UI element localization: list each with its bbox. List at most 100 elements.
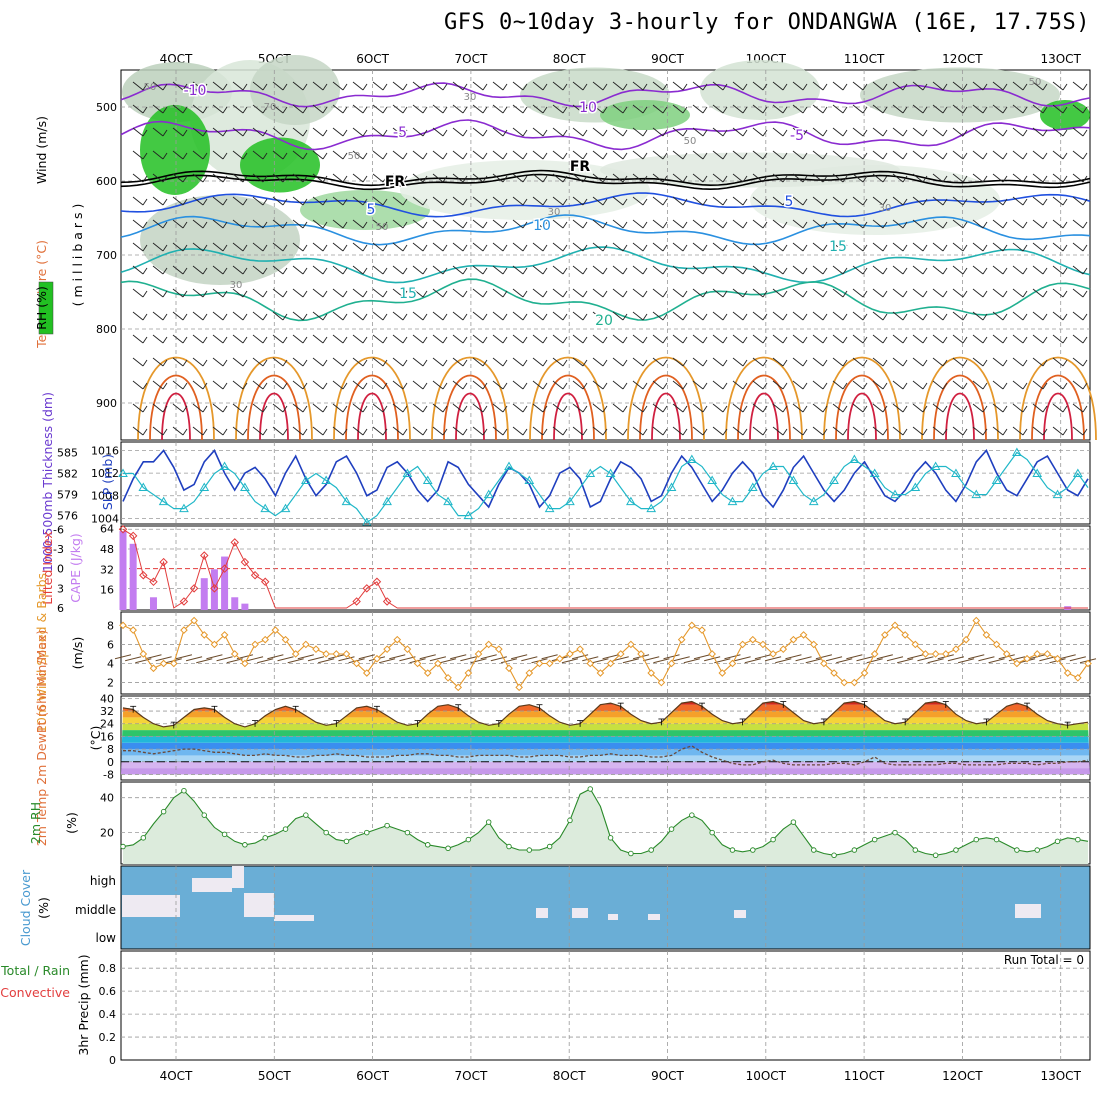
wind-barb <box>412 127 424 137</box>
wind-barb <box>212 242 224 252</box>
wind-barb <box>412 242 424 252</box>
wind10m-barb <box>673 656 690 662</box>
wind-barb <box>752 127 764 137</box>
wind-speed-point <box>1063 669 1072 677</box>
wind-barb <box>792 104 804 114</box>
wind-barb <box>552 219 564 229</box>
wind-barb-flag <box>1062 244 1068 252</box>
wind-barb-flag <box>702 152 708 160</box>
wind10m-barb <box>815 654 833 660</box>
wind-speed-point <box>738 640 747 649</box>
rh-point <box>465 836 472 843</box>
lifted-point <box>139 570 148 580</box>
wind-barb-flag <box>462 313 468 321</box>
wind-barb <box>532 81 544 91</box>
wind-barb-flag <box>242 106 248 114</box>
wind-barb-flag <box>942 83 948 91</box>
wind-barb <box>612 104 624 114</box>
wind-barb <box>912 127 924 137</box>
wind-barb-flag <box>582 405 588 413</box>
wind-barb-flag <box>582 267 588 275</box>
wind-barb-flag <box>962 336 968 344</box>
wind-barb-flag <box>782 198 788 206</box>
wind-barb <box>272 81 284 91</box>
wind-barb-flag <box>202 428 208 436</box>
wind-barb <box>932 150 944 160</box>
wind-barb-flag <box>1042 359 1048 367</box>
wind-barb <box>312 311 324 321</box>
wind-barb <box>152 288 164 298</box>
upper-air-grid <box>121 70 1090 440</box>
wind-barb <box>392 127 404 137</box>
rh-contour-label: 70 <box>264 102 277 113</box>
wind-barb-flag <box>1082 290 1088 298</box>
ylabel-wind10m-unit: (m/s) <box>70 637 85 670</box>
wind-barb-flag <box>602 382 608 390</box>
wind-barb <box>872 81 884 91</box>
wind10m-barb <box>683 658 700 664</box>
wind-barb-flag <box>502 106 508 114</box>
wind-barb-flag <box>942 405 948 413</box>
wind-barb-flag <box>242 290 248 298</box>
wind-barb <box>332 334 344 344</box>
wind-barb <box>732 104 744 114</box>
wind10m-barb <box>978 656 995 662</box>
isotherm-loop <box>737 374 791 441</box>
wind-barb-flag <box>282 152 288 160</box>
y-tick-label: 1008 <box>91 490 119 503</box>
isotherm-loop <box>749 392 779 441</box>
wind-barb-flag <box>502 428 508 436</box>
wind10m-barb <box>450 654 467 660</box>
wind-barb <box>352 334 364 344</box>
x-tick-label: 6OCT <box>356 52 389 66</box>
x-tick-label: 7OCT <box>455 1069 488 1083</box>
wind-barb <box>692 196 704 206</box>
wind-barb-flag <box>162 405 168 413</box>
wind-barb <box>132 150 144 160</box>
wind-barb <box>392 81 404 91</box>
wind-barb-flag <box>182 267 188 275</box>
wind-barb-flag <box>522 359 528 367</box>
wind-barb-flag <box>902 405 908 413</box>
wind-barb <box>832 311 844 321</box>
y-tick-label: 1016 <box>91 444 119 457</box>
lifted-point <box>128 531 138 541</box>
wind-barb <box>292 104 304 114</box>
wind-barb <box>192 311 204 321</box>
thickness-point <box>1012 447 1022 457</box>
wind-marks <box>114 616 1097 692</box>
wind-barb <box>252 150 264 160</box>
wind-barb <box>932 81 944 91</box>
wind-barb <box>492 334 504 344</box>
wind-barb-flag <box>162 221 168 229</box>
thickness-point <box>829 475 839 485</box>
wind-barb-flag <box>362 313 368 321</box>
wind-barb-flag <box>202 336 208 344</box>
wind-barb-flag <box>502 198 508 206</box>
wind-grid <box>121 612 1090 694</box>
wind-barb <box>1072 219 1084 229</box>
wind-barb-flag <box>842 198 848 206</box>
wind-barb <box>812 242 824 252</box>
wind-barb-flag <box>782 336 788 344</box>
wind-barb <box>812 196 824 206</box>
ylabel-rh2m: 2m RH <box>28 802 43 844</box>
wind-barb-flag <box>562 290 568 298</box>
wind-barb <box>1032 311 1044 321</box>
wind-barb <box>472 196 484 206</box>
wind-barb <box>712 81 724 91</box>
wind-barb-flag <box>422 336 428 344</box>
wind-barb-flag <box>622 129 628 137</box>
rh-contour-label: 30 <box>548 207 561 218</box>
wind-barb-flag <box>782 106 788 114</box>
wind-barb-flag <box>642 382 648 390</box>
wind-barb <box>592 265 604 275</box>
wind-barb-flag <box>1002 336 1008 344</box>
isotherm-line <box>120 82 1091 108</box>
wind-barb-flag <box>1002 106 1008 114</box>
wind10m-barb <box>155 656 172 662</box>
wind-barb-flag <box>322 382 328 390</box>
wind-barb <box>312 150 324 160</box>
y-tick-label: -6 <box>53 523 64 536</box>
